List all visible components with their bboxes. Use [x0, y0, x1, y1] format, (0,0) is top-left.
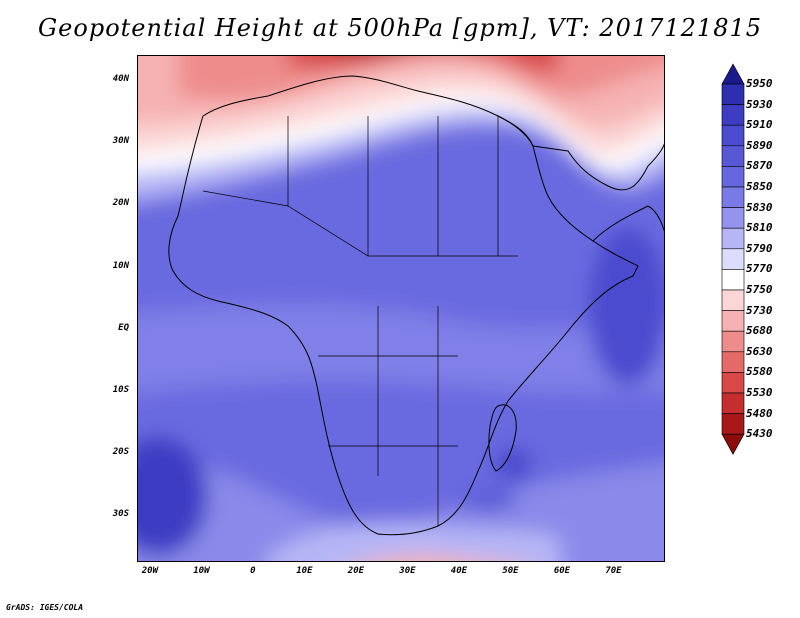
field-pocket-india	[588, 226, 664, 386]
colorbar-cell	[721, 227, 745, 250]
colorbar-label: 5480	[746, 406, 773, 420]
colorbar-label: 5950	[746, 77, 773, 90]
india-coastline	[592, 205, 664, 242]
lat-label: EQ	[118, 322, 129, 333]
lon-label: 10E	[296, 566, 313, 576]
colorbar-cell	[721, 310, 745, 332]
colorbar-top-triangle	[721, 63, 745, 85]
colorbar-cell	[721, 207, 745, 229]
colorbar-cell	[721, 248, 745, 270]
lon-label: 60E	[553, 566, 571, 576]
north-africa-borders	[287, 116, 499, 256]
lon-label: 20E	[347, 566, 365, 576]
colorbar-label: 5850	[746, 180, 773, 193]
colorbar-label: 5910	[746, 118, 773, 132]
colorbar-cell	[721, 145, 745, 167]
lon-label: 20W	[141, 566, 158, 576]
colorbar-cell	[721, 330, 745, 353]
colorbar-label: 5430	[746, 427, 773, 441]
colorbar-label: 5890	[746, 138, 773, 152]
field-band-5830	[138, 304, 664, 393]
lon-label: 30E	[399, 566, 416, 576]
colorbar-label: 5810	[746, 221, 773, 235]
lat-label: 10S	[112, 384, 129, 395]
colorbar-label: 5730	[746, 303, 773, 317]
colorbar-label: 5930	[746, 97, 773, 111]
sahel-border	[202, 190, 518, 257]
colorbar-label: 5750	[746, 283, 773, 296]
colorbar-label: 5580	[746, 365, 773, 379]
colorbar-cell	[721, 166, 745, 188]
field-pocket-madagascar	[493, 446, 533, 482]
lon-label: 40E	[450, 566, 468, 576]
lat-label: 30S	[112, 509, 129, 520]
colorbar-label: 5530	[746, 386, 773, 399]
field-north-5580	[288, 56, 558, 73]
africa-coastline	[168, 75, 639, 536]
lat-label: 10N	[112, 260, 129, 271]
map-panel	[137, 55, 665, 562]
lon-label: 0	[250, 566, 256, 576]
coastlines	[168, 75, 664, 536]
lat-label: 30N	[112, 136, 129, 147]
colorbar-cell	[721, 351, 745, 373]
colorbar-cell	[721, 124, 745, 147]
arabia-coastline	[497, 115, 664, 191]
field-pocket-atlantic	[138, 436, 208, 556]
colorbar-bottom-triangle	[721, 433, 745, 455]
colorbar-label: 5790	[746, 241, 773, 255]
colorbar-label: 5870	[746, 159, 773, 173]
lat-label: 20S	[112, 447, 129, 458]
field-pocket-indian-ocean	[458, 491, 518, 511]
field-south-5790	[267, 523, 562, 561]
colorbar-cell	[721, 269, 745, 291]
lat-label: 40N	[112, 73, 129, 84]
colorbar-cell	[721, 83, 745, 105]
colorbar-cell	[721, 186, 745, 208]
lon-label: 70E	[605, 566, 622, 576]
country-borders	[202, 116, 518, 526]
colorbar-cell	[721, 372, 745, 394]
central-africa-borders	[318, 306, 458, 526]
lat-label: 20N	[112, 198, 129, 209]
credit-text: GrADS: IGES/COLA	[6, 603, 84, 612]
colorbar-label: 5770	[746, 262, 773, 276]
madagascar-coastline	[488, 404, 517, 472]
colorbar-label: 5630	[746, 344, 773, 358]
map-title: Geopotential Height at 500hPa [gpm], VT:…	[38, 14, 762, 42]
colorbar-cell	[721, 289, 745, 311]
colorbar	[721, 63, 745, 455]
colorbar-cell	[721, 104, 745, 126]
colorbar-cell	[721, 413, 745, 435]
colorbar-cell	[721, 392, 745, 414]
lon-label: 10W	[193, 566, 210, 576]
colorbar-label: 5830	[746, 200, 773, 214]
height-field-map	[138, 56, 664, 561]
colorbar-label: 5680	[746, 324, 773, 338]
field-south-5680	[375, 555, 478, 561]
lon-label: 50E	[502, 566, 519, 576]
